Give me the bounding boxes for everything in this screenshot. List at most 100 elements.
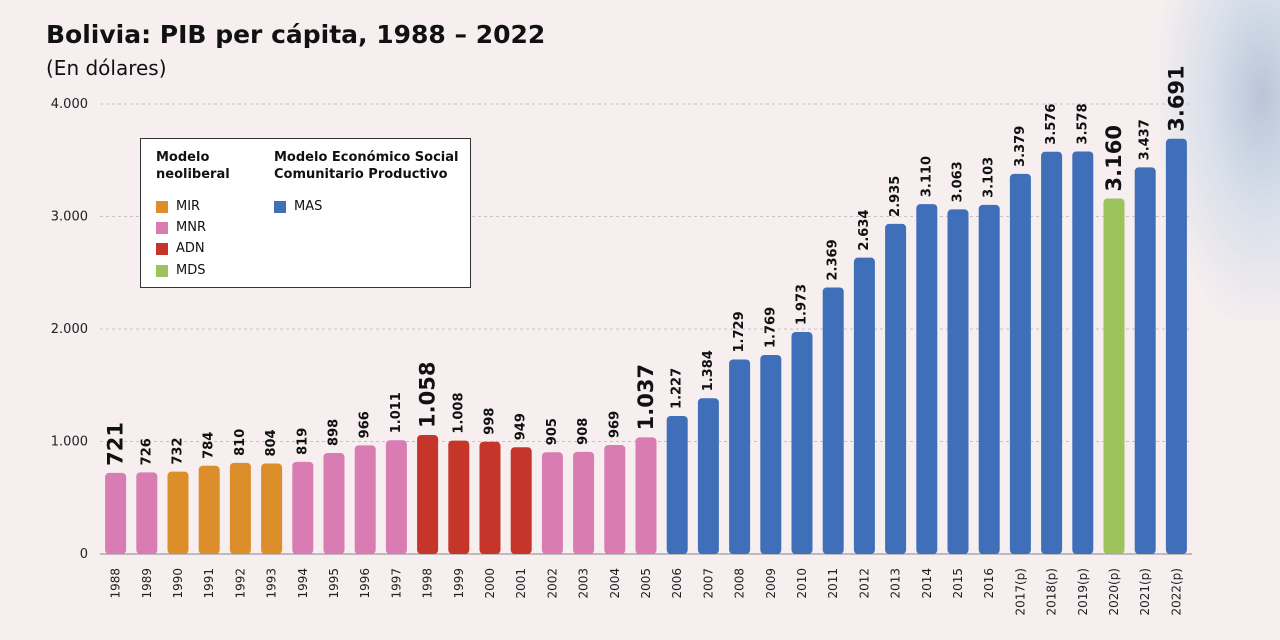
x-tick-label: 1996 — [358, 568, 372, 599]
value-label: 3.437 — [1138, 119, 1153, 160]
x-tick-label: 1998 — [421, 568, 435, 599]
bar — [136, 472, 158, 554]
x-tick-label: 2014 — [920, 568, 934, 599]
x-tick-label: 2017(p) — [1013, 568, 1027, 616]
bar — [229, 462, 251, 554]
x-tick-label: 1995 — [327, 568, 341, 599]
y-tick-label: 0 — [80, 547, 88, 562]
y-tick-label: 4.000 — [51, 97, 88, 112]
y-tick-label: 2.000 — [51, 322, 88, 337]
x-tick-label: 1988 — [109, 568, 123, 599]
bar — [1072, 151, 1094, 554]
x-tick-label: 1991 — [202, 568, 216, 599]
bar — [261, 463, 283, 554]
x-tick-label: 2012 — [857, 568, 871, 599]
value-label: 898 — [327, 419, 342, 446]
bar — [697, 398, 719, 554]
x-tick-label: 1999 — [452, 568, 466, 599]
value-label: 1.037 — [634, 364, 658, 430]
legend-item-mds: MDS — [156, 262, 205, 279]
value-label: 3.103 — [982, 157, 997, 198]
bar — [1103, 198, 1125, 554]
value-label: 1.973 — [795, 284, 810, 325]
bar — [323, 452, 345, 554]
value-label: 998 — [483, 408, 498, 435]
bar — [729, 359, 751, 554]
value-label: 721 — [104, 422, 128, 466]
x-tick-label: 2022(p) — [1169, 568, 1183, 616]
bar — [791, 332, 813, 554]
legend-heading-line: neoliberal — [156, 167, 230, 182]
legend-item-mir: MIR — [156, 198, 200, 215]
bar — [479, 441, 501, 554]
bar — [604, 444, 626, 554]
value-label: 1.384 — [701, 350, 716, 391]
legend-swatch-mnr — [156, 221, 168, 234]
x-tick-label: 1997 — [389, 568, 403, 599]
bar — [1041, 151, 1063, 554]
x-tick-label: 2002 — [545, 568, 559, 599]
legend-heading-neoliberal: Modelo neoliberal — [156, 149, 230, 183]
x-tick-label: 2008 — [733, 568, 747, 599]
bar — [292, 461, 314, 554]
legend-label-mir: MIR — [176, 199, 201, 214]
legend-swatch-adn — [156, 242, 168, 255]
legend-swatch-mir — [156, 200, 168, 213]
legend-heading-line: Modelo — [156, 150, 210, 165]
value-label: 1.227 — [670, 368, 685, 409]
legend-item-mnr: MNR — [156, 219, 206, 236]
x-tick-label: 2000 — [483, 568, 497, 599]
bar — [167, 471, 189, 554]
legend-item-mas: MAS — [274, 198, 322, 215]
bar — [541, 452, 563, 554]
x-tick-label: 2021(p) — [1138, 568, 1152, 616]
value-label: 2.634 — [857, 210, 872, 251]
value-label: 3.379 — [1013, 126, 1028, 167]
x-tick-label: 1993 — [265, 568, 279, 599]
bar — [510, 447, 532, 554]
value-label: 819 — [295, 428, 310, 455]
value-label: 3.578 — [1075, 103, 1090, 144]
bar — [635, 437, 657, 554]
x-tick-label: 2010 — [795, 568, 809, 599]
x-tick-label: 1989 — [140, 568, 154, 599]
bar — [1165, 138, 1187, 554]
value-label: 1.008 — [451, 392, 466, 433]
legend-heading-line: Comunitario Productivo — [274, 167, 448, 182]
value-label: 732 — [171, 438, 186, 465]
bar — [666, 415, 688, 554]
x-tick-label: 2009 — [764, 568, 778, 599]
value-label: 3.160 — [1102, 125, 1126, 191]
bar — [916, 204, 938, 554]
value-label: 3.576 — [1044, 104, 1059, 145]
x-tick-label: 1992 — [233, 568, 247, 599]
x-tick-label: 2015 — [951, 568, 965, 599]
x-tick-label: 2020(p) — [1107, 568, 1121, 616]
value-label: 908 — [576, 418, 591, 445]
legend-heading-line: Modelo Económico Social — [274, 150, 459, 165]
value-label: 1.011 — [389, 392, 404, 433]
x-tick-label: 2006 — [670, 568, 684, 599]
legend-label-mnr: MNR — [176, 220, 206, 235]
bar — [417, 434, 439, 554]
bar — [760, 354, 782, 554]
bar — [105, 472, 127, 554]
value-label: 969 — [607, 411, 622, 438]
legend: Modelo neoliberal Modelo Económico Socia… — [140, 138, 471, 288]
bar — [1009, 173, 1031, 555]
bar — [978, 204, 1000, 554]
value-label: 1.729 — [732, 311, 747, 352]
bar — [1134, 167, 1156, 554]
value-label: 784 — [202, 432, 217, 459]
value-label: 905 — [545, 418, 560, 445]
legend-item-adn: ADN — [156, 240, 205, 257]
x-tick-label: 2018(p) — [1045, 568, 1059, 616]
chart-title: Bolivia: PIB per cápita, 1988 – 2022 — [46, 20, 546, 49]
bar — [947, 209, 969, 554]
bar — [448, 440, 470, 554]
value-label: 810 — [233, 429, 248, 456]
legend-label-mas: MAS — [294, 199, 323, 214]
legend-swatch-mas — [274, 200, 286, 213]
bar — [885, 223, 907, 554]
